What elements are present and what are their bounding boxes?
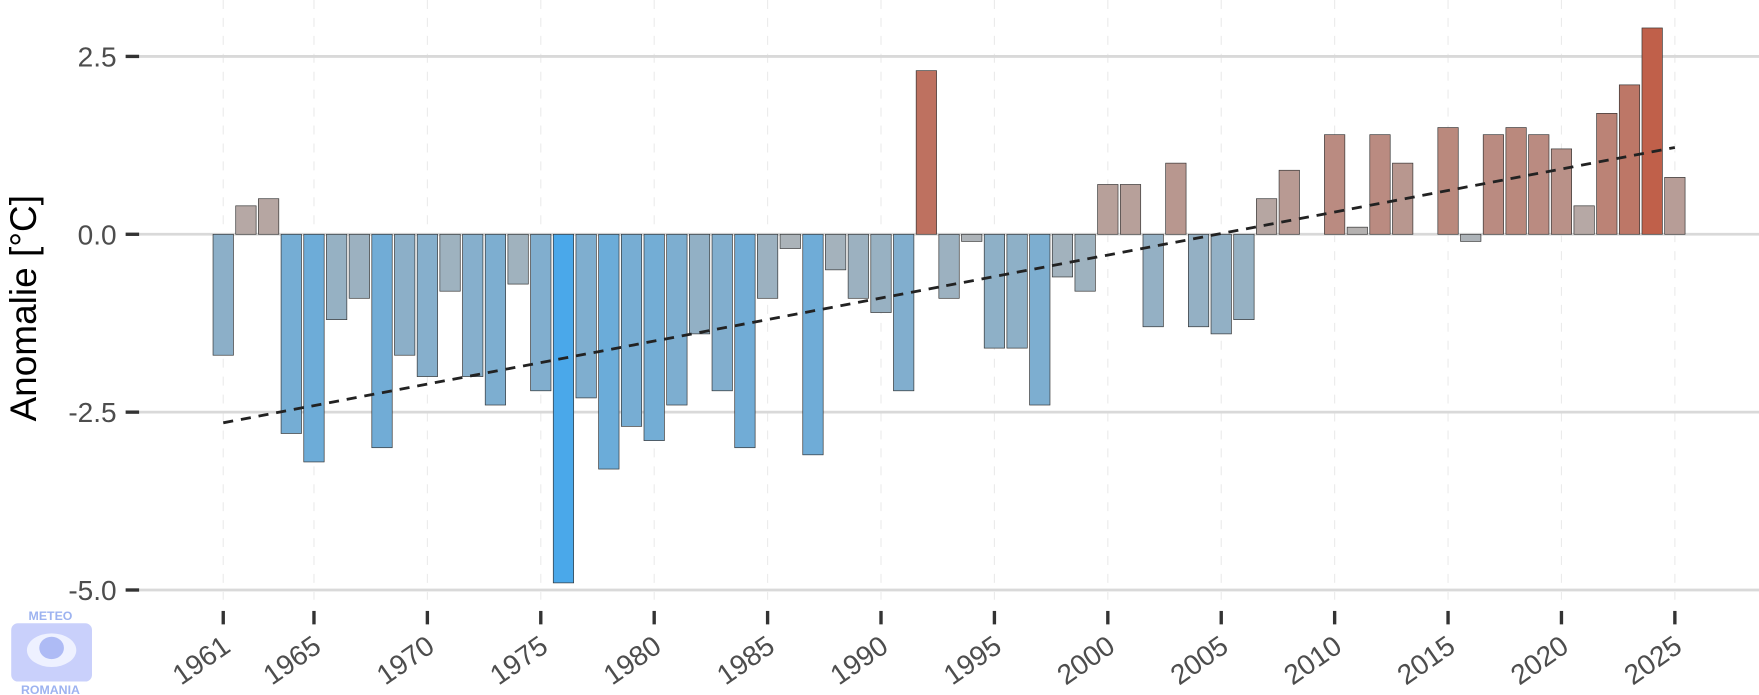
bar-2010: [1324, 134, 1346, 235]
bar-1963: [258, 198, 280, 235]
x-tick-label: 1985: [711, 630, 780, 691]
bar-1964: [280, 233, 302, 434]
bar-2017: [1482, 134, 1504, 235]
x-tick-label: 1965: [258, 630, 327, 691]
bar-2019: [1528, 134, 1550, 235]
bar-1966: [326, 233, 348, 320]
y-axis: 2.5 0.0 -2.5 -5.0: [68, 42, 140, 606]
y-tick-label: -2.5: [68, 397, 116, 428]
bar-1997: [1029, 233, 1051, 406]
bar-1992: [915, 70, 937, 235]
bar-2005: [1210, 233, 1232, 335]
x-tick-label: 1975: [484, 630, 553, 691]
x-axis: 1961 1965 1970 1975 1980 1985 1990 1995 2000 2005…: [167, 610, 1687, 691]
x-tick-label: 2000: [1051, 630, 1120, 691]
bar-1971: [439, 233, 461, 292]
bar-2004: [1188, 233, 1210, 328]
bar-1983: [711, 233, 733, 392]
bar-1982: [689, 233, 711, 335]
x-tick-label: 1990: [825, 630, 894, 691]
bar-2013: [1392, 162, 1414, 235]
bar-1994: [961, 233, 983, 242]
bars: [212, 27, 1686, 584]
bar-2025: [1664, 177, 1686, 235]
bar-2006: [1233, 233, 1255, 320]
logo-bottom-text: ROMANIA: [21, 683, 80, 695]
y-axis-label: Anomalie [°C]: [3, 195, 44, 422]
trend-line: [222, 146, 1676, 425]
x-tick-label: 2025: [1618, 630, 1687, 691]
x-tick-label: 1995: [938, 630, 1007, 691]
bar-1999: [1074, 233, 1096, 292]
bar-1996: [1006, 233, 1028, 349]
bar-1961: [212, 233, 234, 356]
bar-2016: [1460, 233, 1482, 242]
bar-1993: [938, 233, 960, 299]
bar-2018: [1505, 127, 1527, 235]
bar-2011: [1346, 226, 1368, 235]
bar-1984: [734, 233, 756, 449]
x-tick-label: 1961: [167, 630, 236, 691]
bar-1976: [552, 233, 575, 584]
bar-2021: [1573, 205, 1595, 235]
bar-2001: [1119, 184, 1142, 235]
x-tick-label: 2005: [1165, 630, 1234, 691]
y-tick-label: -5.0: [68, 575, 116, 606]
bar-2000: [1097, 184, 1119, 235]
bar-1977: [575, 233, 597, 399]
bar-2012: [1369, 134, 1391, 235]
bar-1967: [348, 233, 370, 299]
bar-1979: [620, 233, 643, 427]
bar-1973: [484, 233, 506, 406]
bar-1965: [303, 233, 325, 463]
grid: [125, 0, 1759, 600]
bar-2024: [1641, 27, 1663, 235]
bar-2008: [1278, 169, 1300, 235]
bar-1998: [1051, 233, 1074, 278]
bar-2015: [1437, 127, 1459, 235]
y-tick-label: 2.5: [78, 42, 117, 73]
x-tick-label: 2015: [1392, 630, 1461, 691]
bar-1970: [416, 233, 438, 377]
bar-1995: [983, 233, 1005, 349]
y-tick-label: 0.0: [78, 219, 117, 250]
bar-2020: [1550, 148, 1572, 235]
bar-2023: [1618, 84, 1641, 235]
x-tick-label: 1970: [371, 630, 440, 691]
bar-1962: [235, 205, 257, 235]
bar-1990: [870, 233, 892, 313]
bar-1985: [757, 233, 779, 299]
bar-1987: [802, 233, 824, 456]
bar-1988: [825, 233, 847, 271]
bar-1980: [643, 233, 665, 441]
bar-2007: [1256, 198, 1278, 235]
bar-1991: [893, 233, 915, 392]
bar-2003: [1165, 162, 1187, 235]
bar-1981: [666, 233, 688, 406]
x-tick-label: 2010: [1278, 630, 1347, 691]
meteo-romania-logo: METEO ROMANIA: [11, 609, 92, 695]
bar-2002: [1142, 233, 1164, 328]
bar-1975: [530, 233, 552, 392]
x-tick-label: 2020: [1505, 630, 1574, 691]
bar-1974: [507, 233, 529, 285]
bar-1989: [847, 233, 869, 299]
bar-1968: [371, 233, 393, 449]
bar-1969: [394, 233, 416, 356]
logo-top-text: METEO: [29, 609, 73, 623]
bar-1986: [779, 233, 801, 249]
x-tick-label: 1980: [598, 630, 667, 691]
bar-2022: [1596, 113, 1618, 235]
bar-1972: [462, 233, 484, 377]
